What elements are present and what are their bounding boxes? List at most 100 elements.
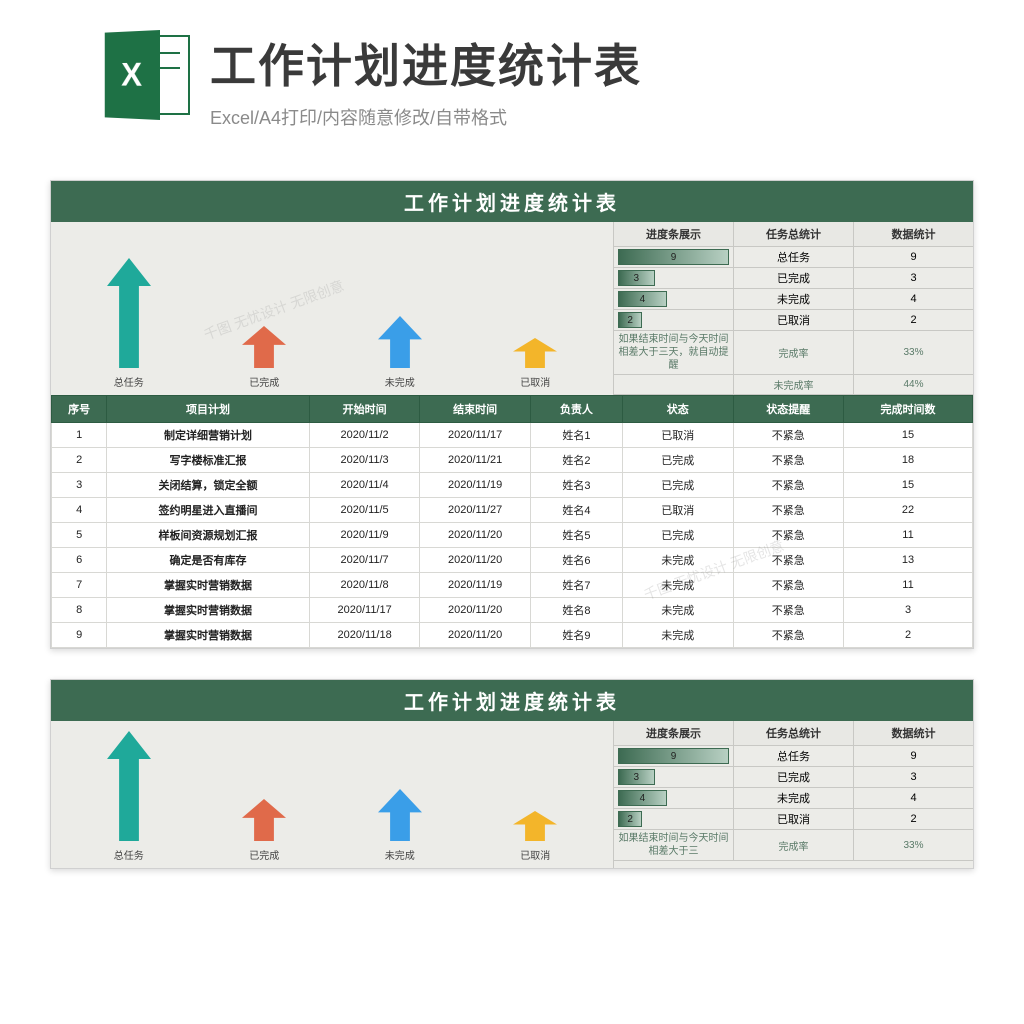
reminder-note-cont bbox=[614, 375, 734, 394]
table-cell: 2020/11/4 bbox=[309, 473, 420, 498]
table-cell: 不紧急 bbox=[733, 448, 844, 473]
table-row: 1制定详细营销计划2020/11/22020/11/17姓名1已取消不紧急15 bbox=[52, 423, 973, 448]
table-cell: 2020/11/20 bbox=[420, 623, 531, 648]
stat-label: 已完成 bbox=[734, 268, 854, 288]
table-header-cell: 状态提醒 bbox=[733, 396, 844, 423]
table-cell: 15 bbox=[844, 473, 973, 498]
table-cell: 不紧急 bbox=[733, 573, 844, 598]
table-cell: 5 bbox=[52, 523, 107, 548]
rate-label: 完成率 bbox=[734, 830, 854, 860]
table-cell: 不紧急 bbox=[733, 598, 844, 623]
table-cell: 掌握实时营销数据 bbox=[107, 598, 310, 623]
rate-value: 33% bbox=[854, 830, 973, 860]
table-cell: 不紧急 bbox=[733, 498, 844, 523]
progress-bar-cell: 4 bbox=[614, 289, 734, 309]
arrow-label: 已完成 bbox=[249, 847, 279, 862]
table-cell: 姓名3 bbox=[530, 473, 622, 498]
progress-bar-cell: 3 bbox=[614, 268, 734, 288]
table-cell: 已取消 bbox=[622, 423, 733, 448]
spreadsheet-preview: 工作计划进度统计表 总任务 已完成 未完成 已取消 进度条展示任务总统计数据统计… bbox=[50, 180, 974, 649]
stat-value: 3 bbox=[854, 268, 973, 288]
table-header-cell: 项目计划 bbox=[107, 396, 310, 423]
table-cell: 2020/11/5 bbox=[309, 498, 420, 523]
arrow-chart: 总任务 已完成 未完成 已取消 bbox=[51, 222, 613, 395]
table-cell: 不紧急 bbox=[733, 423, 844, 448]
table-row: 8掌握实时营销数据2020/11/172020/11/20姓名8未完成不紧急3 bbox=[52, 598, 973, 623]
rate-value: 33% bbox=[854, 331, 973, 374]
stat-value: 2 bbox=[854, 809, 973, 829]
stat-label: 未完成 bbox=[734, 788, 854, 808]
arrow-item: 总任务 bbox=[107, 258, 151, 389]
stats-panel: 进度条展示任务总统计数据统计 9 总任务 9 3 已完成 3 4 未完成 4 2… bbox=[613, 222, 973, 395]
arrow-up-icon bbox=[107, 731, 151, 841]
arrow-item: 未完成 bbox=[378, 316, 422, 389]
arrow-item: 已完成 bbox=[242, 799, 286, 862]
arrow-label: 未完成 bbox=[385, 374, 415, 389]
plan-table: 序号项目计划开始时间结束时间负责人状态状态提醒完成时间数1制定详细营销计划202… bbox=[51, 395, 973, 648]
arrow-up-icon bbox=[513, 811, 557, 841]
stats-panel: 进度条展示任务总统计数据统计 9 总任务 9 3 已完成 3 4 未完成 4 2… bbox=[613, 721, 973, 868]
table-cell: 已完成 bbox=[622, 473, 733, 498]
table-cell: 签约明星进入直播间 bbox=[107, 498, 310, 523]
table-cell: 2020/11/8 bbox=[309, 573, 420, 598]
excel-icon: X bbox=[100, 30, 190, 120]
table-row: 5样板间资源规划汇报2020/11/92020/11/20姓名5已完成不紧急11 bbox=[52, 523, 973, 548]
arrow-up-icon bbox=[242, 799, 286, 841]
table-header-cell: 开始时间 bbox=[309, 396, 420, 423]
stats-header-cell: 任务总统计 bbox=[734, 721, 854, 745]
stat-value: 4 bbox=[854, 788, 973, 808]
progress-bar-cell: 9 bbox=[614, 746, 734, 766]
stats-header-cell: 数据统计 bbox=[854, 721, 973, 745]
stat-label: 已取消 bbox=[734, 809, 854, 829]
table-cell: 8 bbox=[52, 598, 107, 623]
table-cell: 不紧急 bbox=[733, 623, 844, 648]
arrow-item: 未完成 bbox=[378, 789, 422, 862]
progress-bar-cell: 2 bbox=[614, 809, 734, 829]
arrow-label: 已取消 bbox=[520, 374, 550, 389]
arrow-item: 已完成 bbox=[242, 326, 286, 389]
arrow-up-icon bbox=[378, 316, 422, 368]
table-cell: 6 bbox=[52, 548, 107, 573]
table-cell: 2020/11/9 bbox=[309, 523, 420, 548]
table-row: 3关闭结算，锁定全额2020/11/42020/11/19姓名3已完成不紧急15 bbox=[52, 473, 973, 498]
table-cell: 已完成 bbox=[622, 523, 733, 548]
table-cell: 未完成 bbox=[622, 623, 733, 648]
table-cell: 姓名5 bbox=[530, 523, 622, 548]
table-cell: 2020/11/20 bbox=[420, 548, 531, 573]
table-cell: 2020/11/19 bbox=[420, 473, 531, 498]
sheet-title: 工作计划进度统计表 bbox=[51, 181, 973, 222]
arrow-label: 总任务 bbox=[114, 847, 144, 862]
table-cell: 样板间资源规划汇报 bbox=[107, 523, 310, 548]
table-cell: 2 bbox=[844, 623, 973, 648]
rate-value: 44% bbox=[854, 375, 973, 394]
arrow-item: 总任务 bbox=[107, 731, 151, 862]
table-cell: 姓名8 bbox=[530, 598, 622, 623]
table-cell: 2020/11/7 bbox=[309, 548, 420, 573]
table-cell: 2020/11/20 bbox=[420, 598, 531, 623]
stat-label: 已完成 bbox=[734, 767, 854, 787]
table-cell: 制定详细营销计划 bbox=[107, 423, 310, 448]
table-cell: 7 bbox=[52, 573, 107, 598]
table-cell: 写字楼标准汇报 bbox=[107, 448, 310, 473]
table-header-cell: 负责人 bbox=[530, 396, 622, 423]
table-row: 4签约明星进入直播间2020/11/52020/11/27姓名4已取消不紧急22 bbox=[52, 498, 973, 523]
table-cell: 2020/11/18 bbox=[309, 623, 420, 648]
table-cell: 姓名1 bbox=[530, 423, 622, 448]
page-title: 工作计划进度统计表 bbox=[210, 30, 642, 96]
stats-header-cell: 进度条展示 bbox=[614, 222, 734, 246]
page-header: X 工作计划进度统计表 Excel/A4打印/内容随意修改/自带格式 bbox=[0, 0, 1024, 140]
stat-label: 总任务 bbox=[734, 247, 854, 267]
table-header-cell: 结束时间 bbox=[420, 396, 531, 423]
table-cell: 1 bbox=[52, 423, 107, 448]
table-cell: 4 bbox=[52, 498, 107, 523]
table-cell: 3 bbox=[52, 473, 107, 498]
table-cell: 2020/11/27 bbox=[420, 498, 531, 523]
table-cell: 15 bbox=[844, 423, 973, 448]
arrow-item: 已取消 bbox=[513, 338, 557, 389]
stat-value: 3 bbox=[854, 767, 973, 787]
table-cell: 姓名6 bbox=[530, 548, 622, 573]
table-cell: 2020/11/17 bbox=[309, 598, 420, 623]
arrow-up-icon bbox=[107, 258, 151, 368]
spreadsheet-preview-duplicate: 工作计划进度统计表 总任务 已完成 未完成 已取消 进度条展示任务总统计数据统计… bbox=[50, 679, 974, 869]
progress-bar-cell: 4 bbox=[614, 788, 734, 808]
